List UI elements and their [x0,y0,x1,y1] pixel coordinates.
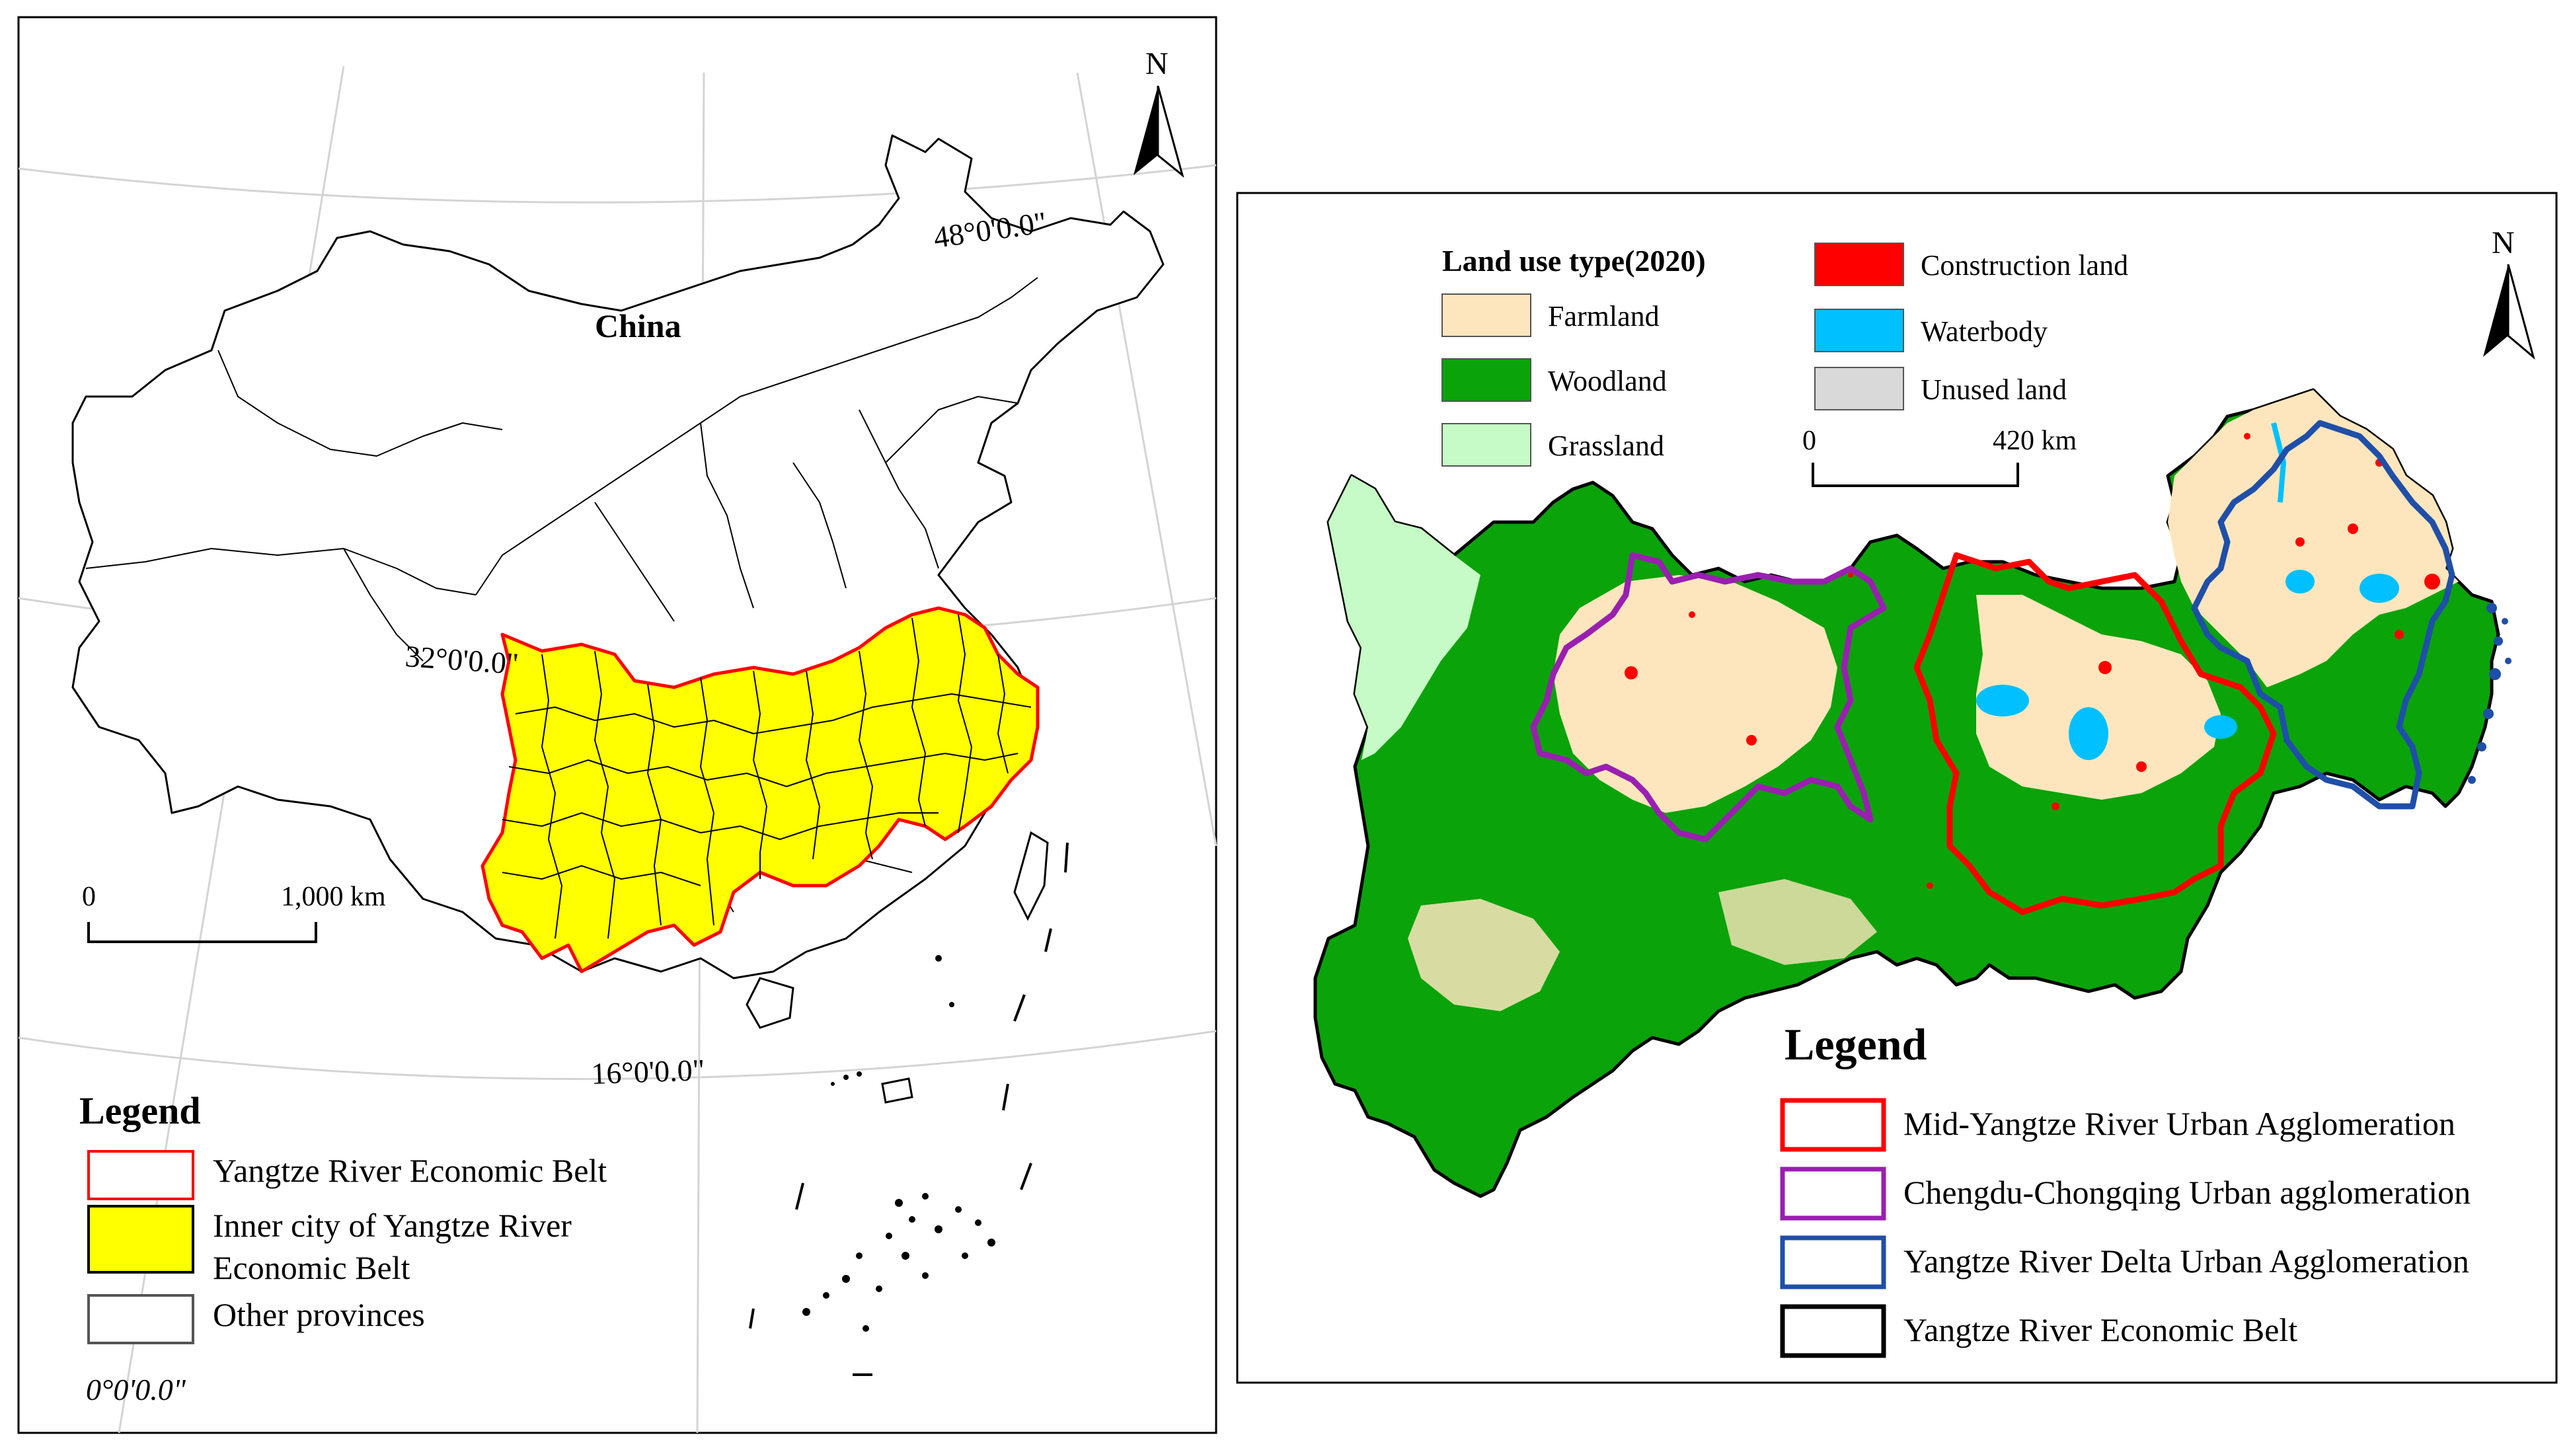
left-legend: Legend Yangtze River Economic Belt Inner … [79,1089,607,1344]
landuse-swatch [1814,367,1904,410]
agglomeration-legend: Legend Mid-Yangtze River Urban Agglomera… [1780,1019,2471,1358]
farmland-mid-yangtze [1976,595,2221,800]
left-legend-label: Other provinces [213,1296,425,1333]
farmland-central-patch [1718,879,1877,965]
eastern-coast-islands [2468,603,2512,784]
graticule-label-16: 16°0'0.0" [591,1053,706,1091]
china-label: China [595,307,681,344]
agglomeration-label: Chengdu-Chongqing Urban agglomeration [1903,1174,2471,1211]
left-legend-label: Inner city of Yangtze River [213,1207,572,1244]
agglomeration-swatch [1780,1304,1886,1358]
construction-land-dots [1625,433,2440,889]
yangtze-economic-belt-region [480,606,1040,974]
agglomeration-legend-items: Mid-Yangtze River Urban Agglomeration Che… [1780,1098,2471,1358]
left-legend-swatch [87,1205,194,1274]
south-china-sea-dashes [749,842,1069,1376]
right-scale-start: 0 [1802,426,1816,456]
left-north-label: N [1145,46,1169,81]
right-scale-end: 420 km [1993,426,2077,456]
graticule-label-0: 0°0'0.0" [86,1373,186,1406]
right-north-label: N [2492,225,2515,260]
landuse-legend-title: Land use type(2020) [1442,244,1706,278]
left-legend-title: Legend [79,1089,201,1132]
left-scale-line [87,922,317,943]
right-scale-line [1812,463,2019,487]
right-north-arrow-left-half [2483,264,2508,357]
landuse-swatch [1441,358,1531,402]
yangtze-delta-outline [2191,420,2455,810]
landuse-swatch [1814,309,1904,352]
landuse-label: Construction land [1921,249,2128,282]
right-legend-title: Legend [1784,1019,1927,1069]
left-scale-end: 1,000 km [281,882,386,912]
mid-yangtze-outline [1913,552,2277,915]
right-map-panel: N Land use type(2020) Farmland Woodland Gr… [1236,192,2558,1384]
agglomeration-swatch [1780,1235,1886,1289]
landuse-swatch [1441,423,1531,467]
north-arrow-left-half [1133,86,1158,175]
island-dots [802,955,995,1332]
landuse-legend-items: Farmland Woodland Grassland Construction la… [1441,243,2128,467]
china-province-lines [85,277,1038,913]
right-north-arrow-right-half [2507,264,2535,360]
landuse-label: Woodland [1548,365,1667,397]
left-scale-bar: 0 1,000 km [82,882,386,943]
landuse-legend: Land use type(2020) Farmland Woodland Gras… [1441,243,2128,467]
agglomeration-label: Yangtze River Delta Urban Agglomeration [1903,1243,2469,1280]
landuse-label: Grassland [1548,430,1664,462]
landuse-label: Waterbody [1921,315,2048,348]
farmland-sichuan-basin [1553,575,1837,813]
left-legend-items: Yangtze River Economic Belt Inner city of… [87,1150,607,1344]
left-legend-label: Yangtze River Economic Belt [213,1152,607,1189]
left-legend-label: Economic Belt [213,1249,410,1286]
belt-region-grassland [1328,476,1480,760]
left-legend-swatch [87,1294,194,1344]
agglomeration-label: Mid-Yangtze River Urban Agglomeration [1903,1105,2455,1142]
left-legend-swatch [87,1150,194,1200]
graticule-label-32: 32°0'0.0" [404,639,519,681]
left-map-panel: China 48°0'0.0" 32°0'0.0" 16°0'0.0" 0°0'… [17,16,1217,1434]
inner-city-boundaries [502,614,1032,939]
landuse-swatch [1814,243,1904,286]
left-scale-start: 0 [82,882,96,912]
landuse-swatch [1441,293,1531,337]
agglomeration-label: Yangtze River Economic Belt [1903,1311,2297,1348]
chengdu-chongqing-outline [1530,552,1887,843]
farmland-south-patch [1408,899,1560,1011]
right-scale-bar: 0 420 km [1802,426,2077,487]
waterbody-areas [1976,422,2399,760]
left-north-arrow: N [1133,46,1184,178]
agglomeration-swatch [1780,1167,1886,1221]
north-arrow-right-half [1157,85,1184,178]
landuse-label: Farmland [1548,300,1660,332]
right-north-arrow: N [2483,225,2535,360]
islands [746,831,1049,1104]
landuse-label: Unused land [1921,373,2067,406]
agglomeration-swatch [1780,1098,1886,1152]
